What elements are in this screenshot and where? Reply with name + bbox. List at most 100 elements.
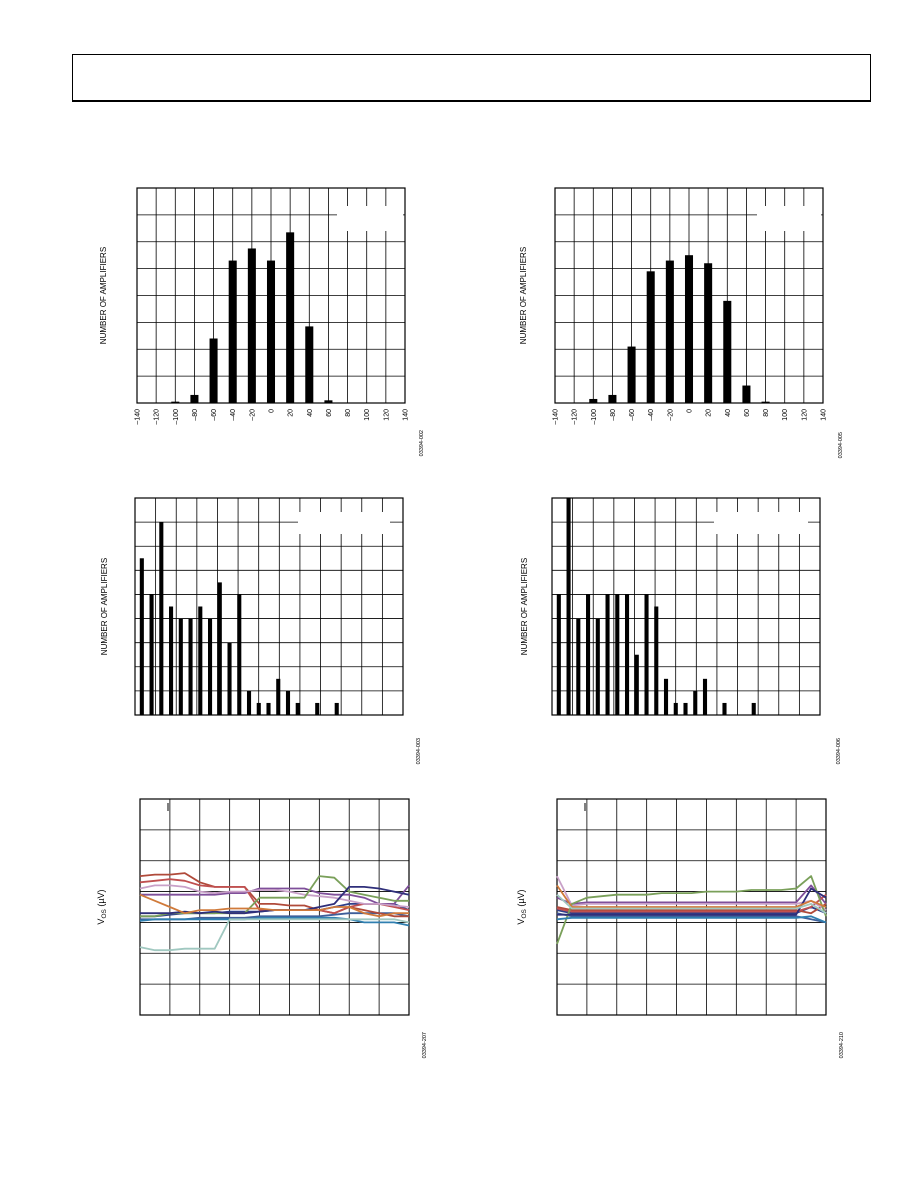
bar	[576, 618, 581, 715]
bar	[228, 260, 237, 403]
bar	[751, 702, 756, 715]
x-tick-label: –20	[249, 409, 256, 421]
chart-hist-mr: NUMBER OF AMPLIFIERS 03394-006	[520, 497, 842, 764]
bar	[276, 678, 281, 715]
bar	[286, 232, 295, 403]
bar	[305, 326, 314, 403]
x-tick-label: –60	[211, 409, 218, 421]
x-tick-label: 0	[687, 409, 694, 413]
lines-drift-br	[556, 875, 827, 945]
bar	[217, 582, 222, 715]
x-tick-label: –100	[173, 409, 180, 425]
y-axis-label: NUMBER OF AMPLIFIERS	[100, 558, 109, 655]
bar	[207, 618, 213, 715]
bars-hist-tl	[171, 232, 333, 403]
bar	[198, 606, 203, 715]
lines-drift-bl	[139, 872, 410, 952]
x-tick-label: 80	[345, 409, 352, 417]
bar	[139, 558, 144, 715]
series-line-5	[556, 894, 827, 913]
series-line-10	[556, 915, 827, 924]
y-axis-label: VOS (µV)	[96, 889, 108, 924]
x-tick-label: 100	[782, 409, 789, 421]
series-line-4	[139, 872, 409, 918]
bar	[761, 401, 770, 403]
grid-drift-bl	[140, 799, 409, 1015]
bar	[684, 255, 694, 403]
bar	[654, 606, 659, 715]
y-axis-label-unit: (µV)	[96, 889, 106, 909]
x-tick-label: 20	[706, 409, 713, 417]
bar	[247, 248, 256, 403]
y-axis-label: NUMBER OF AMPLIFIERS	[519, 247, 528, 344]
y-axis-label: VOS (µV)	[516, 889, 528, 924]
series-line-9	[556, 884, 827, 908]
chart-hist-ml: NUMBER OF AMPLIFIERS 03394-003	[100, 497, 422, 764]
chart-hist-tl: –140 –120 –100 –80 –60 –40 –20 0 20 40 60 80 100 120 1…	[99, 187, 425, 456]
bar	[266, 260, 276, 403]
bar	[227, 642, 232, 715]
x-tick-label: –80	[192, 409, 199, 421]
bar	[663, 678, 669, 715]
series-line-7	[556, 875, 827, 945]
y-axis-label-unit: (µV)	[516, 889, 526, 909]
plot-frame	[139, 798, 410, 1016]
series-line-8	[557, 887, 827, 916]
bar	[556, 594, 561, 715]
series-line-2	[556, 906, 827, 915]
bar	[615, 594, 620, 715]
bars-hist-mr	[556, 498, 756, 715]
figure-id: 03394-207	[422, 1032, 428, 1058]
bar	[169, 606, 174, 715]
figure-id: 03394-006	[836, 738, 842, 764]
bar	[683, 702, 688, 715]
bar	[634, 654, 639, 715]
series-line-6	[139, 884, 410, 908]
series-line-10	[139, 916, 410, 927]
bar	[266, 702, 271, 715]
figure-id: 03394-002	[419, 430, 425, 456]
bar	[246, 690, 252, 715]
bar	[209, 338, 218, 403]
legend-box	[298, 512, 390, 534]
x-tick-label: 80	[763, 409, 770, 417]
bar	[285, 690, 291, 715]
bar	[589, 398, 598, 403]
bar	[595, 618, 600, 715]
bar	[665, 260, 674, 403]
bar	[644, 594, 649, 715]
x-tick-labels: –140 –120 –100 –80 –60 –40 –20 0 20 40 60 80 100 120 1…	[135, 409, 410, 425]
x-tick-label: –140	[553, 409, 560, 425]
series-line-1	[556, 912, 827, 924]
series-line-3	[556, 884, 827, 905]
y-axis-label: NUMBER OF AMPLIFIERS	[520, 558, 529, 655]
x-tick-labels: –140 –120 –100 –80 –60 –40 –20 0 20 40 60 80 100 120 1…	[553, 409, 828, 425]
bar	[627, 346, 636, 403]
series-line-4	[556, 903, 827, 915]
bar	[605, 594, 610, 715]
chart-hist-tr: –140 –120 –100 –80 –60 –40 –20 0 20 40 60 80 100 120 1…	[519, 187, 844, 458]
x-tick-label: 120	[801, 409, 808, 421]
bar	[334, 702, 339, 715]
bar	[693, 690, 698, 715]
x-tick-label: 0	[269, 409, 276, 413]
bar	[673, 702, 678, 715]
bar	[190, 394, 199, 403]
x-tick-label: 100	[364, 409, 371, 421]
x-tick-label: –120	[154, 409, 161, 425]
series-line-6	[556, 875, 827, 911]
bar	[188, 618, 193, 715]
x-tick-label: 140	[821, 409, 828, 421]
y-axis-label-main: V	[96, 919, 106, 925]
figure-id: 03394-210	[839, 1032, 845, 1058]
bar	[171, 401, 180, 403]
bar	[742, 385, 751, 403]
bar	[586, 594, 591, 715]
chart-drift-bl: VOS (µV) 03394-207	[96, 798, 428, 1058]
x-tick-label: 40	[725, 409, 732, 417]
x-tick-label: –20	[667, 409, 674, 421]
figure-id: 03394-003	[416, 738, 422, 764]
figure-id: 03394-005	[838, 432, 844, 458]
legend-box	[757, 206, 821, 231]
